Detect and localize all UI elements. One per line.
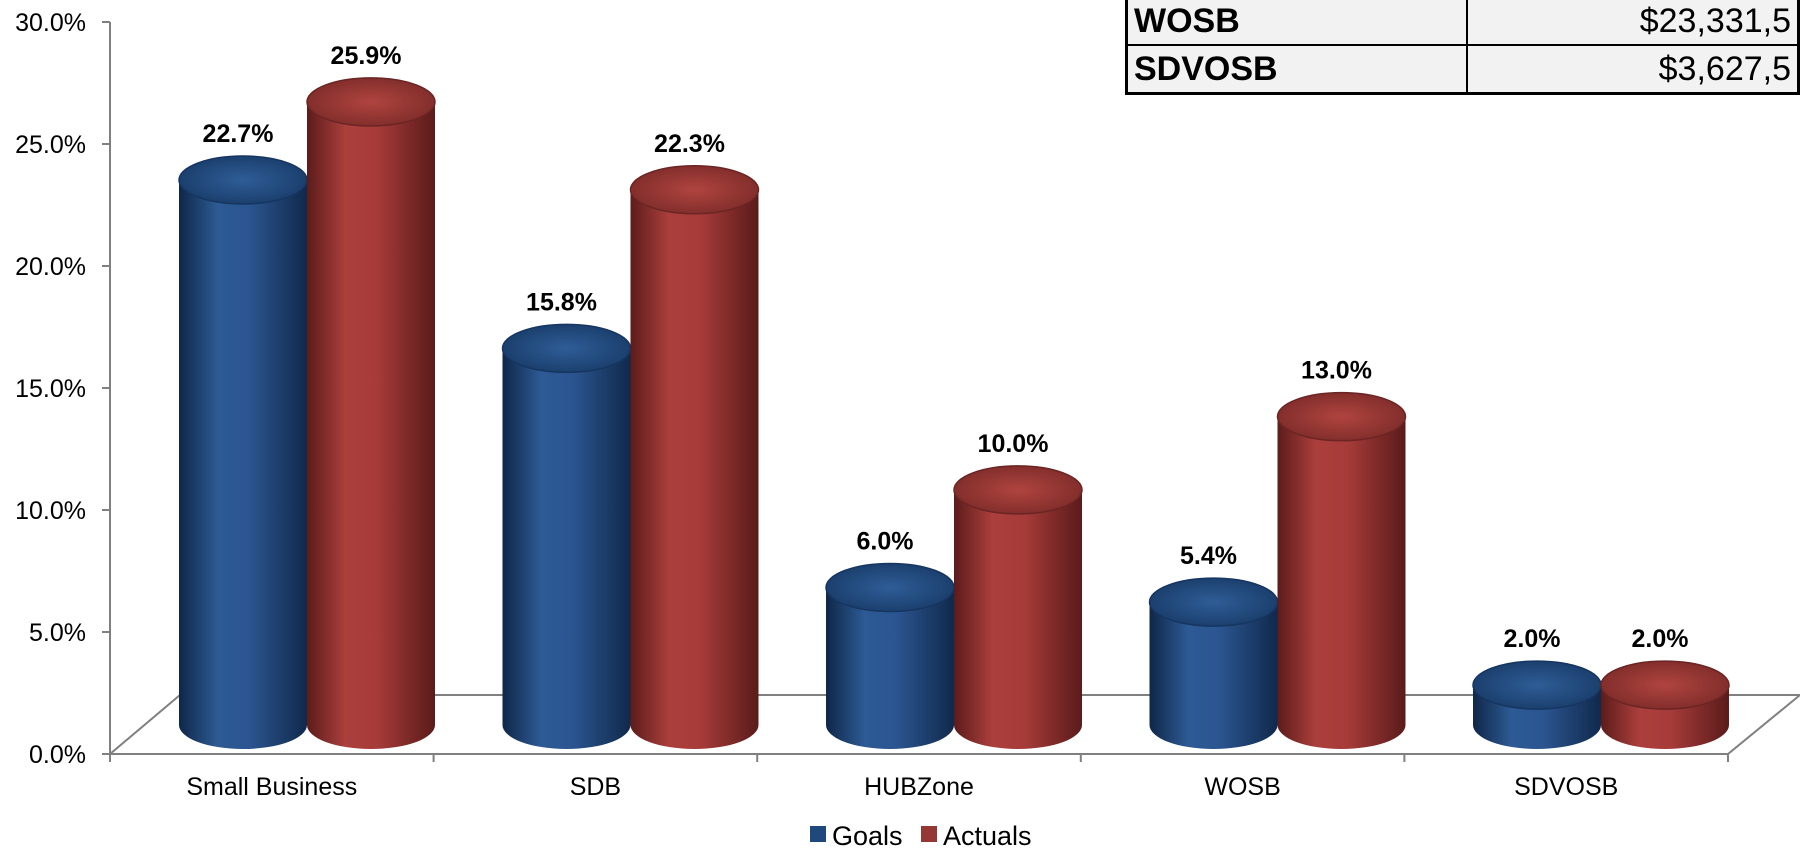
legend-label: Actuals [943, 821, 1032, 851]
bar-goals-2 [825, 562, 955, 749]
data-label: 15.8% [526, 288, 597, 316]
y-tick-label: 25.0% [15, 131, 86, 159]
y-tick-label: 30.0% [15, 9, 86, 37]
bar-body [502, 348, 631, 749]
table-cell-value: $23,331,5 [1465, 0, 1800, 46]
y-tick-label: 20.0% [15, 253, 86, 281]
x-tick-label: SDVOSB [1514, 773, 1618, 801]
legend-label: Goals [832, 821, 903, 851]
data-label: 10.0% [978, 430, 1049, 458]
bar-actuals-3 [1276, 391, 1407, 749]
legend-swatch [810, 826, 826, 842]
table-row: SDVOSB $3,627,5 [1125, 44, 1800, 95]
legend: Goals Actuals [810, 821, 1032, 851]
bar-body [630, 189, 759, 750]
legend-swatch [921, 826, 937, 842]
data-label: 22.3% [654, 130, 725, 158]
data-labels: 22.7% 25.9% 15.8% 22.3% 6.0% 10.0% 5.4% 13.0% 2.… [203, 42, 1689, 653]
bar-top [1148, 577, 1279, 627]
legend-item-actuals: Actuals [921, 821, 1032, 851]
data-label: 5.4% [1180, 542, 1237, 570]
bar-top [306, 77, 436, 127]
bar-body [826, 587, 954, 749]
bar-actuals-4 [1600, 660, 1730, 749]
bar-actuals-1 [629, 165, 760, 750]
x-tick-label: Small Business [186, 773, 357, 801]
data-label: 25.9% [331, 42, 402, 70]
bar-actuals-0 [306, 77, 436, 749]
table-cell-category: SDVOSB [1125, 44, 1468, 95]
x-tick-label: WOSB [1204, 773, 1280, 801]
bar-top [178, 155, 308, 205]
bar-actuals-2 [953, 465, 1083, 749]
data-label: 2.0% [1504, 625, 1561, 653]
bar-body [954, 489, 1082, 749]
table-row: WOSB $23,331,5 [1125, 0, 1800, 46]
y-tick-label: 15.0% [15, 375, 86, 403]
bar-top [501, 323, 632, 374]
bar-goals-0 [178, 155, 308, 750]
bar-top [825, 562, 955, 613]
axes: 0.0% 5.0% 10.0% 15.0% 20.0% 25.0% 30.0% Small B… [15, 9, 1729, 801]
bar-body [179, 180, 307, 750]
y-tick-label: 5.0% [29, 619, 86, 647]
data-label: 22.7% [203, 120, 274, 148]
bar-goals-3 [1148, 577, 1279, 749]
bar-top [1600, 660, 1730, 710]
bar-top [1472, 660, 1602, 710]
bar-top [629, 165, 760, 215]
bar-top [953, 465, 1083, 515]
data-label: 2.0% [1632, 625, 1689, 653]
y-tick-label: 10.0% [15, 497, 86, 525]
x-tick-label: SDB [570, 773, 621, 801]
data-label: 13.0% [1301, 357, 1372, 385]
y-tick-label: 0.0% [29, 741, 86, 769]
x-tick-label: HUBZone [864, 773, 974, 801]
bar-body [307, 101, 435, 749]
table-cell-value: $3,627,5 [1465, 44, 1800, 95]
bar-goals-4 [1472, 660, 1602, 749]
summary-table: WOSB $23,331,5 SDVOSB $3,627,5 [1125, 0, 1800, 95]
bar-body [1277, 416, 1406, 749]
table-cell-category: WOSB [1125, 0, 1468, 46]
bars [178, 77, 1730, 750]
data-label: 6.0% [857, 527, 914, 555]
legend-item-goals: Goals [810, 821, 903, 851]
bar-top [1276, 391, 1407, 442]
bar-goals-1 [501, 323, 632, 749]
bar-body [1149, 602, 1278, 749]
